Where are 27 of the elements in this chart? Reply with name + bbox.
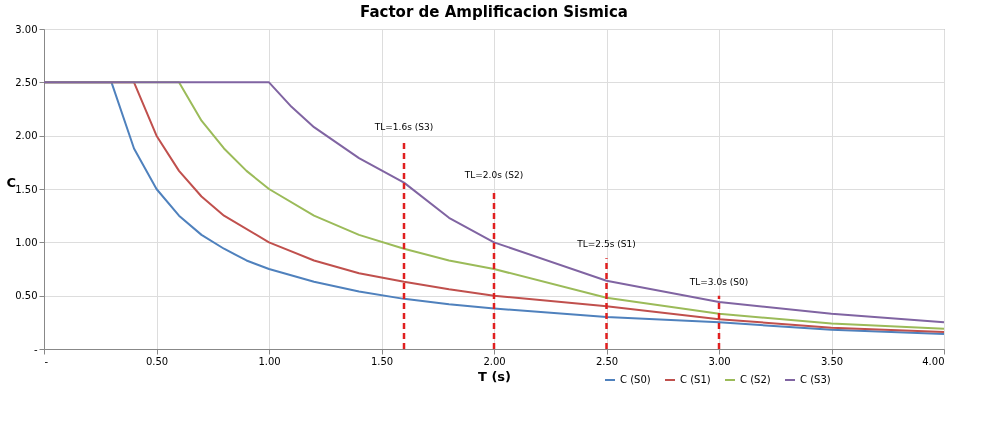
x-tick-label: 2.00 xyxy=(483,355,506,367)
y-axis-title: C xyxy=(6,174,17,190)
x-tick-label: 1.50 xyxy=(370,355,394,367)
legend-label: C (S1) xyxy=(680,374,711,385)
annotation: TL=3.0s (S0) xyxy=(688,276,749,287)
y-tick-label: 0.50 xyxy=(15,290,38,302)
annotation: TL=2.0s (S2) xyxy=(463,170,524,180)
x-axis-title: T (s) xyxy=(477,368,512,384)
x-tick-label: 4.00 xyxy=(922,355,945,367)
y-tick-label: - xyxy=(33,343,38,355)
legend-label: C (S0) xyxy=(620,374,651,385)
x-tick-label: 3.00 xyxy=(708,355,731,367)
y-tick-label: 2.00 xyxy=(15,130,38,142)
annotation: TL=1.6s (S3) xyxy=(373,122,434,132)
x-tick-label: 0.50 xyxy=(145,355,169,367)
x-tick-label: 3.50 xyxy=(820,355,844,367)
y-tick-label: 1.50 xyxy=(15,183,38,195)
chart-title: Factor de Amplificacion Sismica xyxy=(360,3,628,21)
x-tick-label: 1.00 xyxy=(258,355,281,367)
y-tick-label: 1.00 xyxy=(15,236,38,248)
x-tick-label: 2.50 xyxy=(595,355,619,367)
legend-label: C (S2) xyxy=(740,374,771,385)
y-tick-label: 3.00 xyxy=(15,23,38,35)
y-tick-label: 2.50 xyxy=(15,76,38,88)
legend-label: C (S3) xyxy=(800,374,831,385)
x-tick-label: - xyxy=(44,355,49,367)
annotation: TL=2.5s (S1) xyxy=(576,239,636,250)
